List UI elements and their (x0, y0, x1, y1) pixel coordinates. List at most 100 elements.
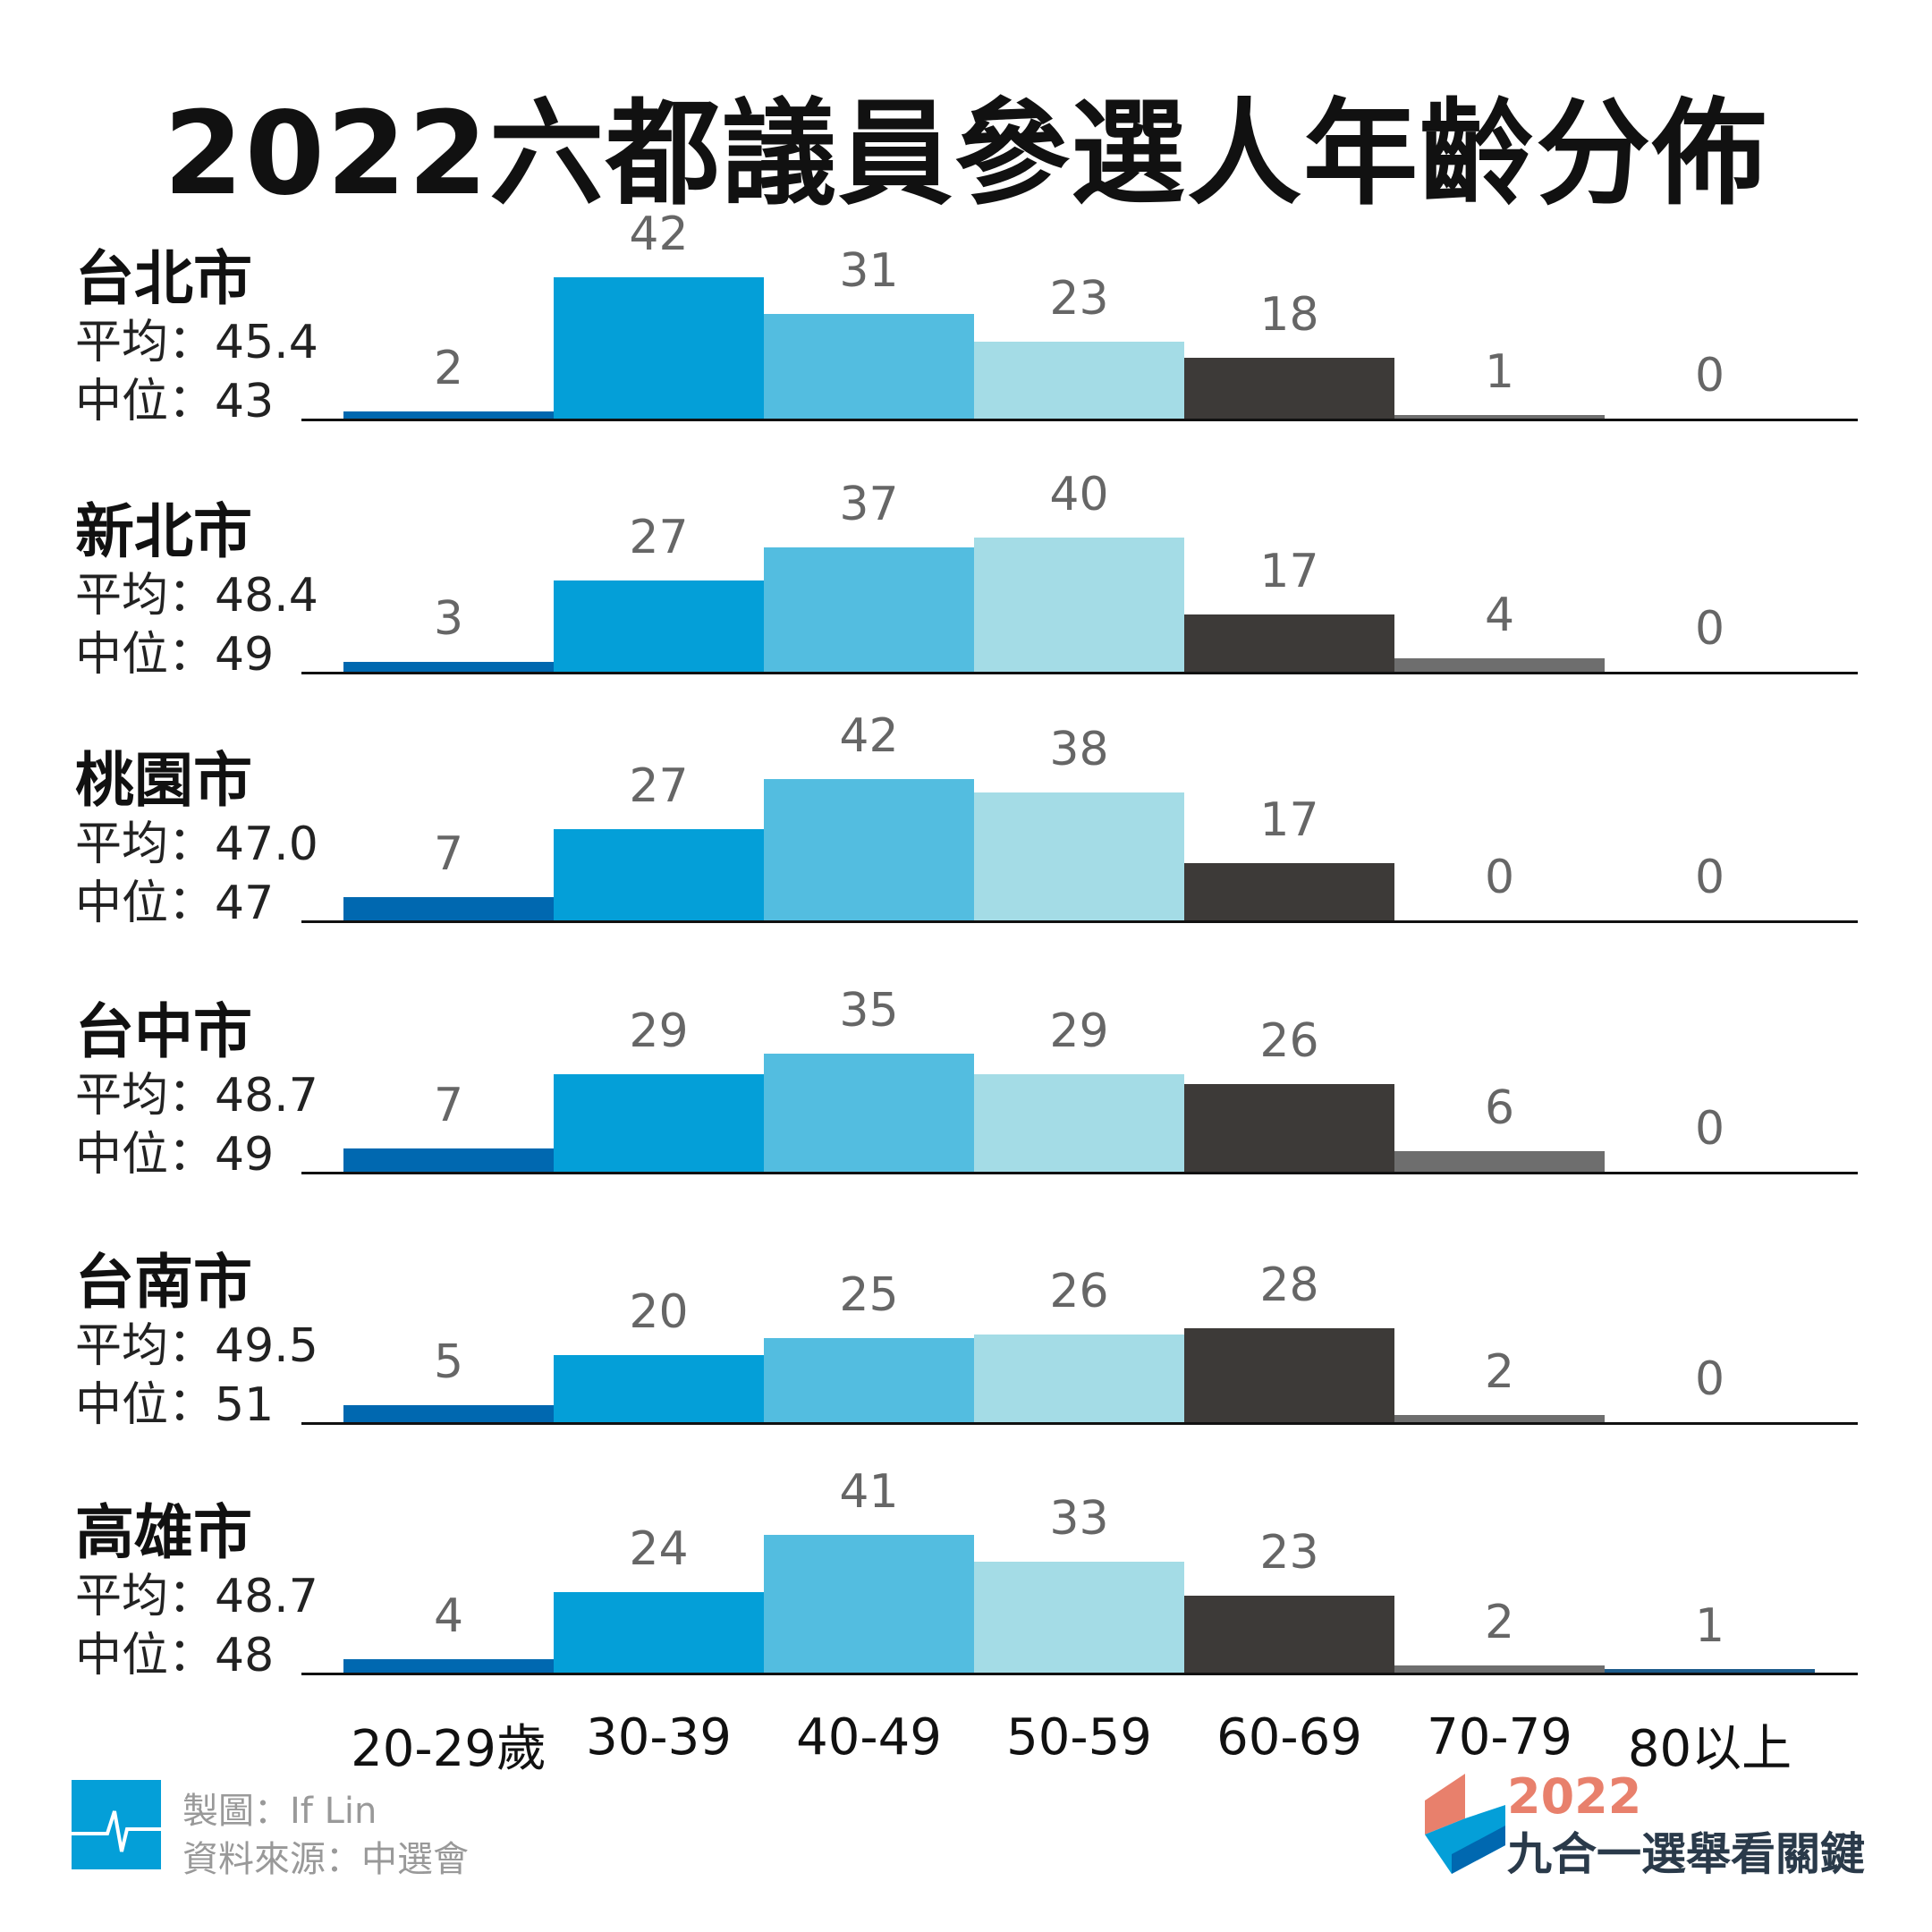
data-label: 2 (343, 342, 554, 395)
mean-label: 平均：45.4 (75, 304, 318, 371)
median-label: 中位：43 (75, 363, 274, 430)
bar (554, 1074, 764, 1172)
data-label: 20 (554, 1285, 764, 1339)
median-label: 中位：49 (75, 616, 274, 683)
median-label: 中位：47 (75, 865, 274, 932)
bar (1184, 614, 1394, 672)
x-tick-label: 20-29歲 (343, 1708, 554, 1781)
mean-label: 平均：48.7 (75, 1057, 318, 1124)
median-label: 中位：49 (75, 1116, 274, 1183)
data-label: 1 (1605, 1599, 1815, 1653)
data-label: 4 (343, 1589, 554, 1643)
page-title: 2022六都議員參選人年齡分佈 (0, 61, 1932, 226)
axis-baseline (301, 672, 1858, 674)
bar (764, 1338, 974, 1422)
axis-baseline (301, 920, 1858, 923)
x-tick-label: 70-79 (1394, 1708, 1605, 1767)
cube-icon (1425, 1774, 1505, 1874)
data-label: 31 (764, 244, 974, 298)
bar (554, 277, 764, 419)
bar (554, 580, 764, 672)
bar (974, 1335, 1184, 1422)
bar (764, 314, 974, 419)
bar (764, 779, 974, 920)
brand-logo: 2022 九合一選舉看關鍵 (1425, 1774, 1872, 1874)
bar (1394, 1151, 1605, 1172)
mean-label: 平均：49.5 (75, 1308, 318, 1375)
data-label: 38 (974, 723, 1184, 776)
mean-label: 平均：48.7 (75, 1558, 318, 1625)
data-label: 17 (1184, 793, 1394, 847)
bar (764, 547, 974, 672)
bar (554, 1592, 764, 1673)
bar (1184, 1596, 1394, 1673)
data-label: 0 (1605, 349, 1815, 402)
bar (554, 829, 764, 920)
data-label: 41 (764, 1465, 974, 1519)
brand-year: 2022 (1507, 1768, 1641, 1825)
data-label: 40 (974, 468, 1184, 521)
data-label: 42 (554, 208, 764, 261)
x-tick-label: 40-49 (764, 1708, 974, 1767)
pulse-line-icon (72, 1780, 161, 1869)
x-tick-label: 60-69 (1184, 1708, 1394, 1767)
bar (1184, 863, 1394, 920)
bar (974, 1074, 1184, 1172)
bar (343, 897, 554, 920)
data-label: 17 (1184, 545, 1394, 598)
bar (1184, 1084, 1394, 1172)
data-label: 0 (1605, 1352, 1815, 1406)
bar (343, 662, 554, 672)
data-label: 2 (1394, 1345, 1605, 1399)
data-label: 0 (1605, 851, 1815, 904)
data-label: 23 (974, 272, 1184, 326)
bar (554, 1355, 764, 1422)
data-label: 0 (1394, 851, 1605, 904)
data-label: 27 (554, 759, 764, 813)
data-label: 29 (974, 1004, 1184, 1058)
data-label: 1 (1394, 345, 1605, 399)
bar (974, 1562, 1184, 1673)
bar (343, 1148, 554, 1172)
bar (343, 1659, 554, 1673)
data-label: 42 (764, 709, 974, 763)
data-label: 26 (1184, 1014, 1394, 1068)
bar (1184, 1328, 1394, 1422)
bar (974, 342, 1184, 419)
data-label: 27 (554, 511, 764, 564)
data-label: 5 (343, 1335, 554, 1389)
data-label: 35 (764, 984, 974, 1038)
bar (1394, 658, 1605, 672)
axis-baseline (301, 1673, 1858, 1675)
data-label: 6 (1394, 1081, 1605, 1135)
mean-label: 平均：47.0 (75, 806, 318, 873)
data-label: 25 (764, 1268, 974, 1322)
data-label: 29 (554, 1004, 764, 1058)
median-label: 中位：48 (75, 1617, 274, 1684)
data-label: 24 (554, 1522, 764, 1576)
axis-baseline (301, 1422, 1858, 1425)
data-label: 33 (974, 1492, 1184, 1546)
mean-label: 平均：48.4 (75, 557, 318, 624)
bar (974, 538, 1184, 672)
data-label: 23 (1184, 1526, 1394, 1580)
bar (1184, 358, 1394, 419)
bar (1394, 1665, 1605, 1673)
axis-baseline (301, 419, 1858, 421)
brand-name: 九合一選舉看關鍵 (1507, 1818, 1865, 1883)
data-label: 2 (1394, 1596, 1605, 1649)
bar (343, 1405, 554, 1422)
median-label: 中位：51 (75, 1367, 274, 1434)
data-label: 37 (764, 478, 974, 531)
data-label: 28 (1184, 1258, 1394, 1312)
data-label: 18 (1184, 288, 1394, 342)
bar (343, 411, 554, 419)
data-label: 26 (974, 1265, 1184, 1318)
data-label: 0 (1605, 602, 1815, 656)
x-tick-label: 50-59 (974, 1708, 1184, 1767)
x-tick-label: 30-39 (554, 1708, 764, 1767)
source-text: 資料來源：中選會 (182, 1830, 469, 1882)
bar (764, 1535, 974, 1673)
bar (764, 1054, 974, 1172)
data-label: 7 (343, 827, 554, 881)
